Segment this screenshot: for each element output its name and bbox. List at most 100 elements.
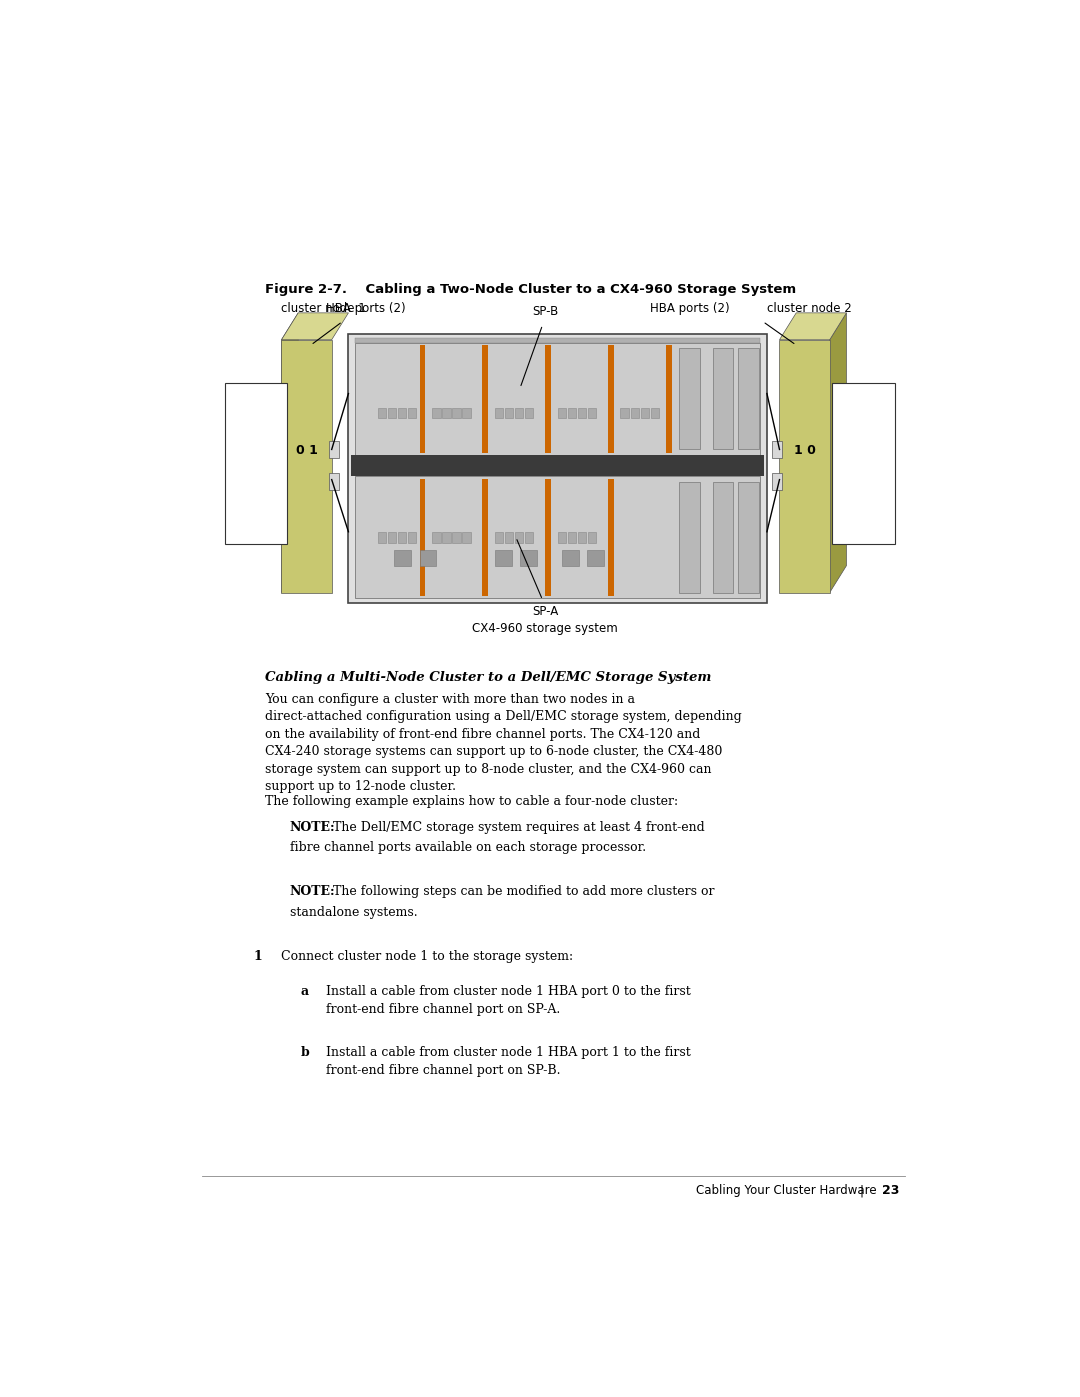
Text: cluster node 1: cluster node 1 (282, 302, 366, 314)
Bar (453, 408, 460, 418)
Bar (521, 549, 537, 566)
Text: NOTE:: NOTE: (289, 886, 336, 898)
Bar (495, 549, 512, 566)
Polygon shape (829, 313, 847, 592)
Bar (408, 532, 416, 542)
Text: You can configure a cluster with more than two nodes in a
direct-attached config: You can configure a cluster with more th… (265, 693, 742, 793)
Bar (738, 348, 758, 450)
Bar (780, 339, 829, 592)
Text: 1 0: 1 0 (794, 443, 815, 457)
Bar (578, 532, 586, 542)
Text: The following steps can be modified to add more clusters or: The following steps can be modified to a… (329, 886, 715, 898)
Bar (568, 408, 576, 418)
Bar (713, 482, 733, 592)
Bar (462, 408, 471, 418)
Polygon shape (282, 313, 349, 339)
Text: The following example explains how to cable a four-node cluster:: The following example explains how to ca… (265, 795, 678, 807)
Bar (505, 532, 513, 542)
Text: 1: 1 (254, 950, 262, 963)
Text: Cabling Your Cluster Hardware: Cabling Your Cluster Hardware (696, 1185, 876, 1197)
Bar (462, 532, 471, 542)
Bar (329, 474, 339, 490)
Bar (515, 408, 524, 418)
Bar (483, 345, 488, 453)
Bar (442, 532, 450, 542)
Bar (420, 549, 436, 566)
Text: b: b (300, 1046, 310, 1059)
Bar (355, 476, 760, 598)
Bar (394, 549, 411, 566)
Bar (483, 479, 488, 595)
Bar (833, 383, 895, 545)
Bar (588, 408, 596, 418)
Bar (666, 345, 673, 453)
Bar (420, 479, 426, 595)
Bar (442, 408, 450, 418)
Bar (329, 441, 339, 458)
Bar (408, 408, 416, 418)
Bar (772, 441, 782, 458)
Text: SP-A: SP-A (532, 605, 558, 619)
Bar (588, 549, 604, 566)
Text: standalone systems.: standalone systems. (289, 905, 418, 919)
Text: SP-B: SP-B (532, 305, 558, 319)
Bar (378, 408, 387, 418)
Bar (349, 334, 767, 604)
Polygon shape (780, 313, 847, 339)
Bar (679, 482, 700, 592)
Text: The Dell/EMC storage system requires at least 4 front-end: The Dell/EMC storage system requires at … (329, 820, 705, 834)
Bar (378, 532, 387, 542)
Bar (545, 345, 551, 453)
Bar (772, 474, 782, 490)
Bar (525, 408, 534, 418)
Bar (631, 408, 639, 418)
Bar (355, 344, 760, 455)
Bar (420, 345, 426, 453)
Bar (588, 532, 596, 542)
Bar (397, 408, 406, 418)
Bar (355, 338, 760, 344)
Bar (495, 408, 503, 418)
Bar (557, 532, 566, 542)
Text: a: a (300, 985, 309, 999)
Text: Figure 2-7.    Cabling a Two-Node Cluster to a CX4-960 Storage System: Figure 2-7. Cabling a Two-Node Cluster t… (265, 282, 796, 296)
Bar (351, 455, 765, 476)
Bar (432, 532, 441, 542)
Bar (578, 408, 586, 418)
Bar (388, 408, 396, 418)
Bar (432, 408, 441, 418)
Bar (713, 348, 733, 450)
Bar (282, 339, 332, 592)
Bar (397, 532, 406, 542)
Bar (495, 532, 503, 542)
Bar (640, 408, 649, 418)
Bar (568, 532, 576, 542)
Bar (620, 408, 629, 418)
Bar (562, 549, 579, 566)
Bar (608, 345, 613, 453)
Bar (453, 532, 460, 542)
Text: HBA ports (2): HBA ports (2) (326, 302, 405, 314)
Bar (679, 348, 700, 450)
Bar (608, 479, 613, 595)
Bar (545, 479, 551, 595)
Text: Install a cable from cluster node 1 HBA port 1 to the first
front-end fibre chan: Install a cable from cluster node 1 HBA … (326, 1046, 690, 1077)
Text: HBA ports (2): HBA ports (2) (650, 302, 729, 314)
Text: CX4-960 storage system: CX4-960 storage system (472, 622, 618, 634)
Text: 23: 23 (882, 1185, 900, 1197)
Bar (738, 482, 758, 592)
Bar (650, 408, 659, 418)
Bar (505, 408, 513, 418)
Text: Install a cable from cluster node 1 HBA port 0 to the first
front-end fibre chan: Install a cable from cluster node 1 HBA … (326, 985, 690, 1016)
Bar (225, 383, 287, 545)
Text: |: | (860, 1185, 864, 1197)
Text: 0 1: 0 1 (296, 443, 318, 457)
Text: cluster node 2: cluster node 2 (767, 302, 852, 314)
Text: fibre channel ports available on each storage processor.: fibre channel ports available on each st… (289, 841, 646, 854)
Bar (388, 532, 396, 542)
Bar (557, 408, 566, 418)
Text: NOTE:: NOTE: (289, 820, 336, 834)
Bar (515, 532, 524, 542)
Text: Connect cluster node 1 to the storage system:: Connect cluster node 1 to the storage sy… (282, 950, 573, 963)
Polygon shape (282, 313, 298, 592)
